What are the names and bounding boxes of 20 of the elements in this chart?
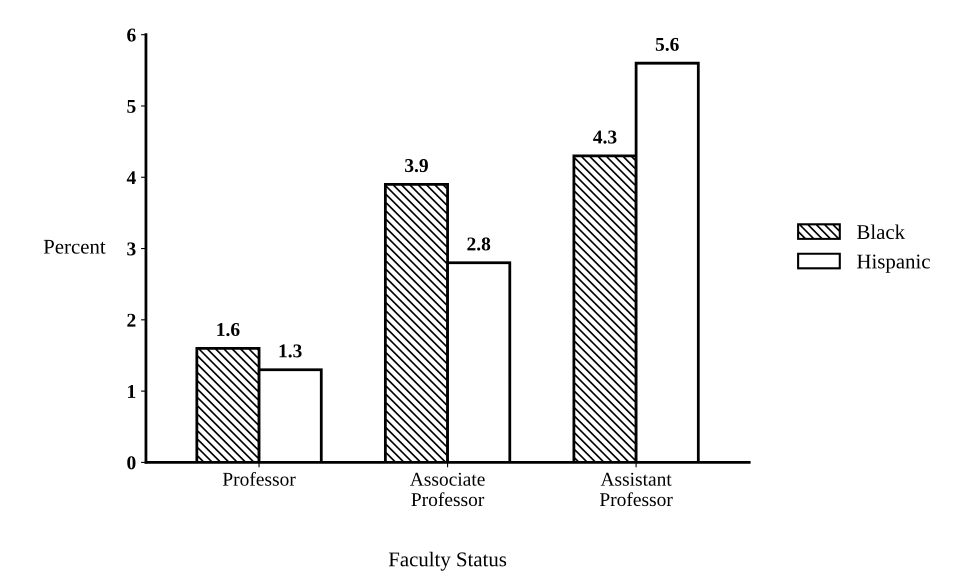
x-tick-label: Associate Professor xyxy=(410,472,485,506)
legend-label: Hispanic xyxy=(857,254,930,273)
data-label: 5.6 xyxy=(656,38,679,51)
data-label: 3.9 xyxy=(405,159,428,172)
y-tick-label: 3 xyxy=(127,242,136,256)
y-axis-title: Percent xyxy=(44,240,106,254)
data-label: 1.6 xyxy=(217,322,240,336)
y-tick-label: 1 xyxy=(128,385,136,398)
x-tick-label: Professor xyxy=(222,472,296,486)
legend-label: Black xyxy=(857,224,906,240)
y-tick-label: 6 xyxy=(127,28,136,42)
y-tick-label: 0 xyxy=(127,456,136,470)
data-label: 2.8 xyxy=(467,237,490,251)
y-tick-label: 4 xyxy=(126,171,136,184)
y-tick-label: 5 xyxy=(127,100,136,113)
y-tick-label: 2 xyxy=(127,314,136,327)
data-label: 1.3 xyxy=(280,344,302,358)
x-axis-title: Faculty Status xyxy=(388,552,506,571)
x-tick-label: Assistant Professor xyxy=(600,472,673,506)
data-label: 4.3 xyxy=(593,130,616,144)
